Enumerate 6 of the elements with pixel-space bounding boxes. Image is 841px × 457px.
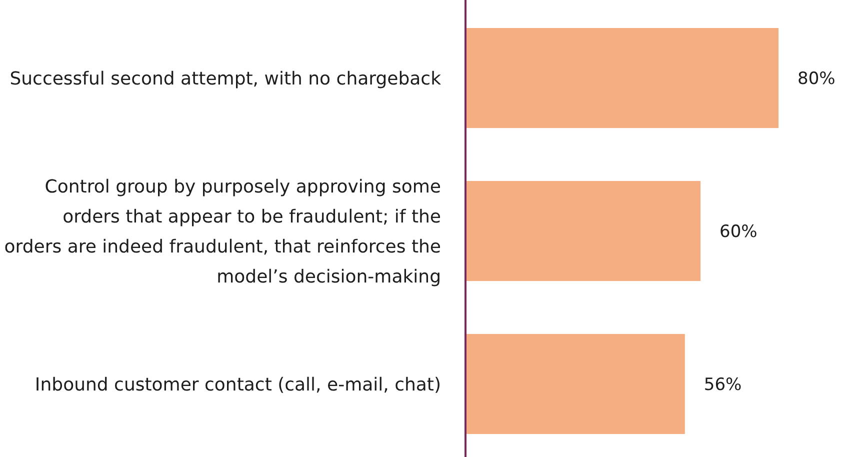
- y-tick-label: Inbound customer contact (call, e-mail, chat): [34, 374, 441, 396]
- y-tick-label: Successful second attempt, with no chargeback: [10, 68, 442, 90]
- data-label: 80%: [798, 68, 836, 89]
- y-tick-label: Control group by purposely approving some orders that appear to be fraudulent; if the orders are indeed fraudulent, that reinforces the model’s decision-making: [4, 176, 441, 288]
- data-label: 56%: [704, 374, 742, 395]
- data-label: 60%: [720, 222, 758, 242]
